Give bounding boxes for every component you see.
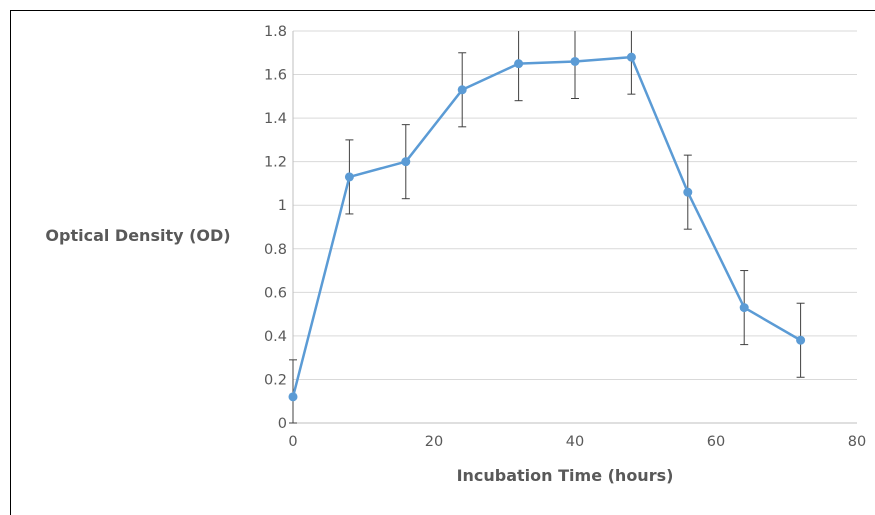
series-lines (291, 55, 802, 398)
error-bar (289, 359, 297, 424)
series-line (291, 55, 802, 398)
y-axis-title: Optical Density (OD) (45, 226, 230, 245)
data-point (457, 85, 467, 95)
y-tick-label: 0 (278, 416, 287, 432)
x-tick-label: 40 (566, 434, 584, 450)
y-tick-label: 0.6 (264, 285, 287, 301)
data-point (570, 56, 580, 66)
y-tick-label: 0.4 (264, 329, 287, 345)
x-tick-label: 60 (707, 434, 725, 450)
y-tick-label: 1.4 (264, 111, 287, 127)
axes (292, 31, 857, 424)
data-point (288, 392, 298, 402)
x-axis-title: Incubation Time (hours) (457, 466, 674, 485)
data-point (683, 187, 693, 197)
y-tick-label: 1.8 (264, 24, 287, 40)
error-bars (289, 31, 805, 424)
y-tick-label: 1 (278, 198, 287, 214)
x-tick-label: 80 (848, 434, 866, 450)
error-bar (627, 31, 636, 95)
data-point (514, 59, 524, 69)
y-tick-label: 0.8 (264, 242, 287, 258)
y-tick-labels: 0 0.2 0.4 0.6 0.8 1 1.2 1.4 1.6 1.8 (264, 24, 287, 432)
x-tick-labels: 0 20 40 60 80 (288, 434, 866, 450)
chart-frame (10, 10, 875, 515)
data-point (344, 172, 354, 182)
x-tick-label: 0 (288, 434, 297, 450)
data-points (288, 52, 806, 402)
data-point (626, 52, 636, 62)
x-tick-label: 20 (425, 434, 443, 450)
data-point (739, 303, 749, 313)
y-tick-label: 1.6 (264, 68, 287, 84)
data-point (796, 335, 806, 345)
y-tick-label: 0.2 (264, 372, 287, 388)
data-point (401, 157, 411, 167)
y-tick-label: 1.2 (264, 155, 287, 171)
